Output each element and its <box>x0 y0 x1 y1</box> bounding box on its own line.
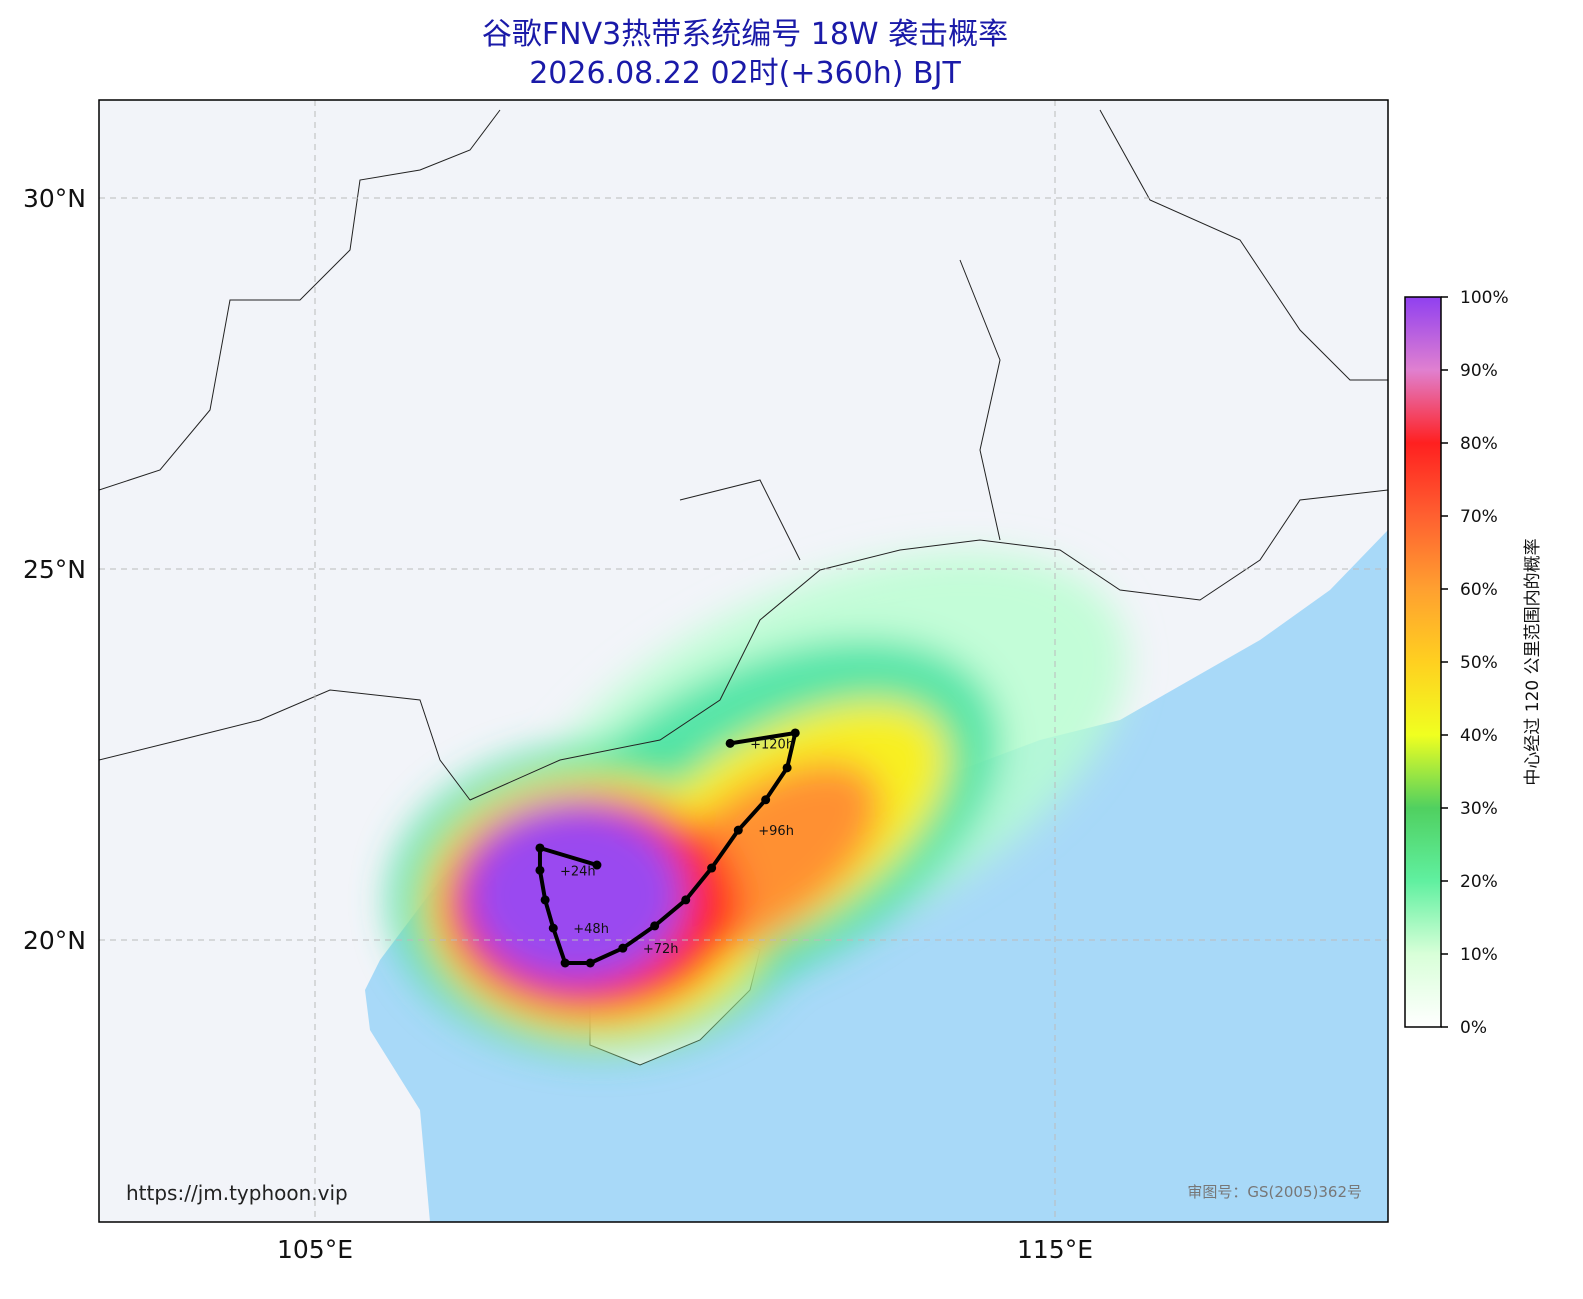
track-point <box>790 728 800 738</box>
track-time-label: +72h <box>643 942 679 957</box>
lat-label: 30°N <box>23 184 86 213</box>
track-point <box>560 958 570 968</box>
track-point <box>761 795 771 805</box>
approval-number: 审图号：GS(2005)362号 <box>1187 1183 1362 1201</box>
colorbar-tick-label: 0% <box>1460 1018 1487 1038</box>
track-point <box>548 923 558 933</box>
colorbar-tick-label: 50% <box>1460 653 1498 673</box>
track-point <box>540 895 550 905</box>
track-line <box>537 730 798 966</box>
map-frame <box>98 99 1389 1223</box>
colorbar-tick-label: 40% <box>1460 726 1498 746</box>
colorbar-tick-label: 30% <box>1460 799 1498 819</box>
colorbar-tick-label: 90% <box>1460 361 1498 381</box>
track-time-label: +96h <box>758 824 794 839</box>
probability-field <box>390 552 1128 1055</box>
colorbar-tick-label: 70% <box>1460 507 1498 527</box>
colorbar-tick-label: 60% <box>1460 580 1498 600</box>
track-point <box>782 763 792 773</box>
forecast-track: +24h +48h +72h +96h +120h <box>535 728 800 968</box>
lat-label: 20°N <box>23 926 86 955</box>
graticule <box>99 100 1388 1222</box>
colorbar-tick-label: 20% <box>1460 872 1498 892</box>
track-point <box>535 865 545 875</box>
track-time-label: +48h <box>573 922 609 937</box>
colorbar-tick-label: 80% <box>1460 434 1498 454</box>
colorbar-tick-label: 10% <box>1460 945 1498 965</box>
borders <box>99 109 1388 801</box>
track-point <box>585 958 595 968</box>
track-point <box>733 825 743 835</box>
colorbar <box>1404 296 1442 1028</box>
track-point <box>707 863 717 873</box>
lon-label: 105°E <box>277 1235 353 1264</box>
colorbar-label: 中心经过 120 公里范围内的概率 <box>1523 538 1543 785</box>
track-time-label: +24h <box>560 864 596 879</box>
track-point <box>650 921 660 931</box>
map-subtitle: 2026.08.22 02时(+360h) BJT <box>529 56 961 91</box>
track-point <box>681 895 691 905</box>
track-point <box>535 843 545 853</box>
colorbar-ticks: 0% 10% 20% 30% 40% 50% 60% 70% 80% 90% 100% <box>1441 288 1509 1038</box>
lat-label: 25°N <box>23 555 86 584</box>
track-point <box>618 943 628 953</box>
lon-label: 115°E <box>1017 1235 1093 1264</box>
map-title: 谷歌FNV3热带系统编号 18W 袭击概率 <box>482 17 1008 52</box>
track-point <box>592 860 602 870</box>
colorbar-tick-label: 100% <box>1460 288 1509 308</box>
track-point <box>725 738 735 748</box>
map-area: +24h +48h +72h +96h +120h https://jm.typhoon… <box>99 100 1388 1222</box>
website: https://jm.typhoon.vip <box>126 1181 348 1205</box>
track-time-label: +120h <box>750 737 794 752</box>
